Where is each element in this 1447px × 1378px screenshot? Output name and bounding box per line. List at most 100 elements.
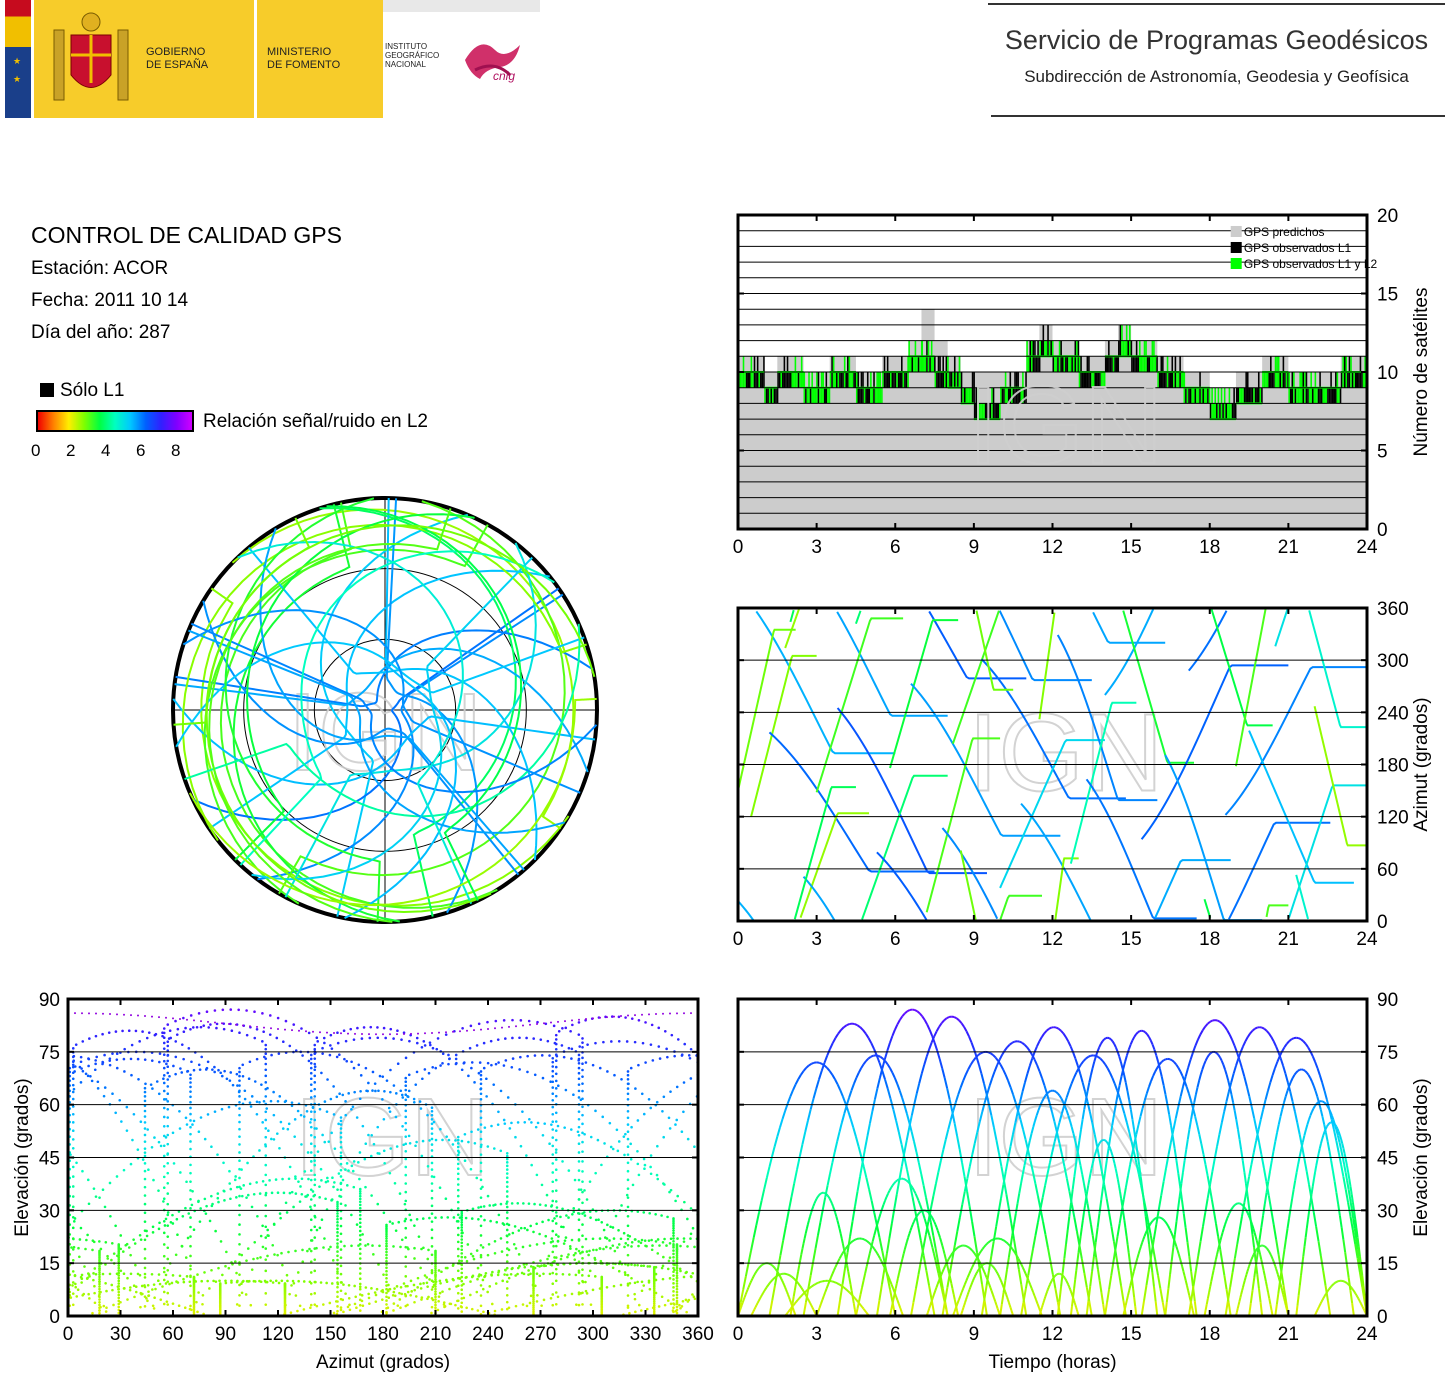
elevation-point bbox=[143, 1229, 147, 1232]
elevation-track bbox=[897, 1131, 903, 1145]
elevation-track bbox=[854, 1023, 858, 1027]
elevation-point bbox=[77, 1246, 80, 1250]
elevation-point bbox=[212, 1279, 215, 1283]
elevation-point bbox=[223, 1069, 226, 1073]
elevation-point bbox=[375, 1033, 377, 1036]
elevation-track bbox=[963, 1178, 969, 1192]
elevation-point bbox=[382, 1273, 385, 1276]
elevation-point bbox=[562, 1055, 566, 1059]
elevation-point bbox=[554, 1302, 558, 1306]
elevation-point bbox=[529, 1023, 531, 1026]
elevation-point bbox=[184, 1206, 187, 1210]
elevation-track bbox=[1056, 1122, 1061, 1132]
elevation-track bbox=[946, 1258, 950, 1262]
elevation-point bbox=[532, 1290, 535, 1294]
elevation-track bbox=[801, 1288, 805, 1292]
elevation-point bbox=[339, 1281, 343, 1284]
elevation-point bbox=[439, 1064, 442, 1067]
elevation-point bbox=[71, 1090, 75, 1094]
elevation-point bbox=[510, 1121, 513, 1125]
elevation-track bbox=[884, 1196, 888, 1202]
elevation-track bbox=[999, 1064, 1004, 1070]
observed-bar bbox=[1279, 372, 1282, 388]
aztime-xtick-label: 3 bbox=[811, 929, 822, 950]
elevation-point bbox=[551, 1293, 555, 1296]
elevation-point bbox=[73, 1065, 77, 1068]
aztime-xtick-label: 12 bbox=[1042, 929, 1063, 950]
elevation-point bbox=[313, 1144, 317, 1148]
elevation-track bbox=[855, 1072, 860, 1079]
elevation-point bbox=[288, 1044, 292, 1048]
observed-bar bbox=[1112, 356, 1115, 372]
header-subtitle: Subdirección de Astronomía, Geodesia y G… bbox=[1024, 67, 1409, 86]
elevation-point bbox=[385, 1256, 388, 1260]
elevation-point bbox=[437, 1295, 441, 1298]
elevation-track bbox=[892, 1109, 898, 1121]
elevation-point bbox=[518, 1036, 521, 1040]
elevation-track bbox=[1041, 1302, 1045, 1306]
elevation-point bbox=[412, 1283, 416, 1287]
elevation-point bbox=[456, 1269, 460, 1273]
elevation-point bbox=[439, 1127, 442, 1131]
observed-bar bbox=[1109, 356, 1112, 372]
elevation-track bbox=[873, 1212, 878, 1226]
elevation-point bbox=[600, 1220, 604, 1224]
elevation-track bbox=[999, 1184, 1005, 1199]
elevation-point bbox=[630, 1241, 634, 1244]
elevation-track bbox=[962, 1284, 966, 1289]
elevation-track bbox=[1123, 1219, 1127, 1229]
elevation-track bbox=[885, 1238, 891, 1254]
elevation-track bbox=[888, 1035, 894, 1044]
elevation-point bbox=[250, 1205, 254, 1209]
elevation-track bbox=[998, 1054, 1004, 1060]
elevation-track bbox=[823, 1055, 829, 1064]
elevation-point bbox=[675, 1276, 679, 1279]
elevation-point bbox=[336, 1270, 339, 1273]
elevation-point bbox=[676, 1237, 679, 1240]
elevation-point bbox=[316, 1040, 320, 1043]
observed-bar bbox=[839, 372, 841, 388]
elevation-point bbox=[336, 1295, 339, 1299]
elevation-point bbox=[476, 1309, 480, 1312]
elevation-point bbox=[407, 1247, 410, 1251]
observed-bar bbox=[965, 387, 968, 404]
elevation-point bbox=[554, 1038, 558, 1041]
elevation-point bbox=[672, 1244, 675, 1248]
skyplot-track bbox=[319, 513, 469, 917]
elevation-point bbox=[532, 1308, 535, 1312]
observed-bar bbox=[1347, 372, 1349, 388]
elevation-point bbox=[519, 1226, 523, 1230]
elevation-track bbox=[1024, 1073, 1029, 1083]
elevation-point bbox=[203, 1137, 207, 1141]
elevation-track bbox=[897, 1303, 902, 1309]
elevation-point bbox=[306, 1193, 310, 1197]
elevation-point bbox=[381, 1098, 384, 1101]
elevation-point bbox=[434, 1138, 438, 1142]
elevation-point bbox=[368, 1033, 370, 1036]
elevation-point bbox=[654, 1265, 658, 1269]
elevation-point bbox=[385, 1273, 388, 1277]
azimuth-track bbox=[793, 786, 856, 920]
elevation-point bbox=[465, 1259, 469, 1263]
elevation-point bbox=[581, 1056, 584, 1060]
elevation-point bbox=[208, 1219, 212, 1223]
elevation-track bbox=[747, 1250, 753, 1264]
elevation-point bbox=[649, 1106, 653, 1110]
elevation-point bbox=[479, 1205, 483, 1209]
elevation-point bbox=[238, 1135, 241, 1138]
elevation-point bbox=[532, 1310, 535, 1314]
elevation-point bbox=[460, 1226, 464, 1229]
elevation-point bbox=[438, 1186, 442, 1190]
elevation-point bbox=[238, 1127, 241, 1131]
elevation-point bbox=[602, 1228, 606, 1232]
elevation-point bbox=[307, 1031, 311, 1035]
elevation-point bbox=[588, 1180, 592, 1183]
elevation-point bbox=[393, 1181, 397, 1185]
azimuth-track bbox=[910, 682, 1061, 837]
elevation-track bbox=[849, 1221, 854, 1237]
elevation-point bbox=[415, 1217, 419, 1221]
elevation-track bbox=[1118, 1076, 1123, 1086]
azimuth-track bbox=[1295, 874, 1309, 920]
elevation-track bbox=[1098, 1280, 1103, 1293]
elevation-point bbox=[637, 1018, 641, 1022]
